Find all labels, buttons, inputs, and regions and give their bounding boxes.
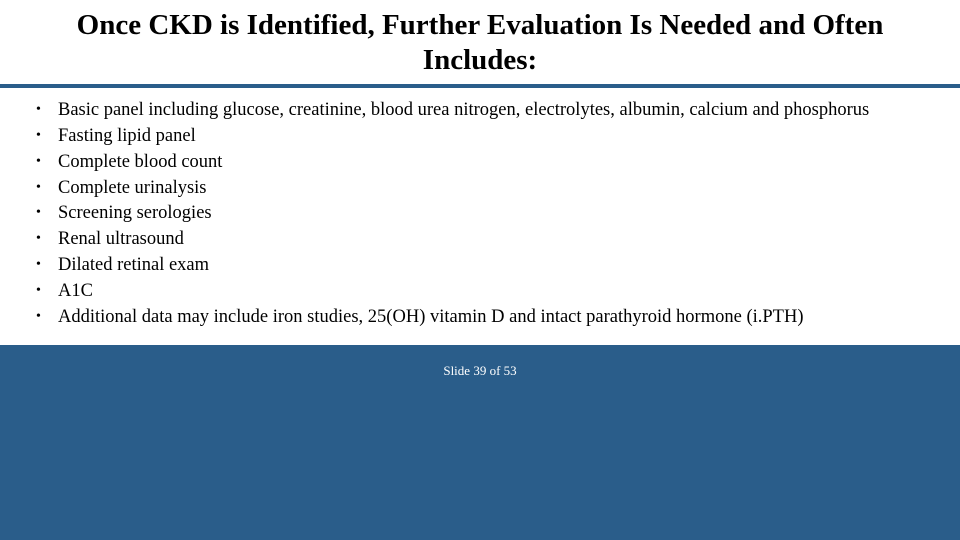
bullet-icon: • xyxy=(30,201,58,223)
bullet-icon: • xyxy=(30,150,58,172)
slide-footer: Slide 39 of 53 xyxy=(0,363,960,379)
list-item-text: Complete urinalysis xyxy=(58,176,930,201)
content-panel: • Basic panel including glucose, creatin… xyxy=(0,88,960,346)
list-item: • Screening serologies xyxy=(30,201,930,226)
list-item: • Basic panel including glucose, creatin… xyxy=(30,98,930,123)
bullet-icon: • xyxy=(30,176,58,198)
bullet-icon: • xyxy=(30,124,58,146)
list-item-text: Additional data may include iron studies… xyxy=(58,305,930,330)
list-item: • Complete blood count xyxy=(30,150,930,175)
list-item: • Fasting lipid panel xyxy=(30,124,930,149)
list-item-text: Complete blood count xyxy=(58,150,930,175)
list-item: • Complete urinalysis xyxy=(30,176,930,201)
list-item-text: Dilated retinal exam xyxy=(58,253,930,278)
list-item: • Dilated retinal exam xyxy=(30,253,930,278)
list-item-text: A1C xyxy=(58,279,930,304)
bullet-icon: • xyxy=(30,279,58,301)
bullet-list: • Basic panel including glucose, creatin… xyxy=(30,98,930,331)
list-item: • Renal ultrasound xyxy=(30,227,930,252)
list-item-text: Basic panel including glucose, creatinin… xyxy=(58,98,930,123)
bullet-icon: • xyxy=(30,98,58,120)
slide-title: Once CKD is Identified, Further Evaluati… xyxy=(40,8,920,78)
list-item-text: Screening serologies xyxy=(58,201,930,226)
list-item-text: Renal ultrasound xyxy=(58,227,930,252)
bullet-icon: • xyxy=(30,305,58,327)
list-item: • Additional data may include iron studi… xyxy=(30,305,930,330)
list-item-text: Fasting lipid panel xyxy=(58,124,930,149)
bullet-icon: • xyxy=(30,253,58,275)
title-banner: Once CKD is Identified, Further Evaluati… xyxy=(0,0,960,84)
bullet-icon: • xyxy=(30,227,58,249)
list-item: • A1C xyxy=(30,279,930,304)
